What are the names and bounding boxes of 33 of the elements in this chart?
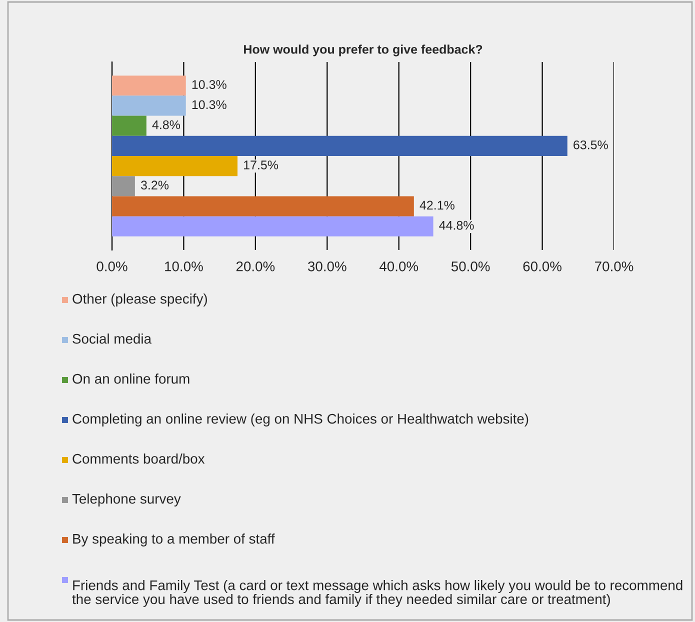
data-label: 17.5% (244, 160, 278, 170)
x-tick-label: 50.0% (451, 261, 490, 272)
bar (112, 136, 568, 156)
x-tick-label: 20.0% (236, 261, 275, 272)
bar (112, 96, 186, 116)
legend-label: Comments board/box (72, 454, 205, 464)
legend-label: Friends and Family Test (a card or text message which asks how likely you would be to recommend the service you have used to friends and family if they needed similar care or treatment) (72, 580, 682, 607)
bar (112, 176, 135, 196)
legend-label: By speaking to a member of staff (73, 534, 275, 546)
bar (112, 196, 414, 216)
legend-label: Social media (72, 334, 152, 344)
legend-label: Other (please specify) (72, 294, 207, 306)
x-tick-label: 30.0% (308, 261, 346, 272)
data-label: 3.2% (140, 180, 169, 190)
legend-label: On an online forum (72, 374, 190, 384)
bar (112, 76, 186, 96)
x-tick-label: 40.0% (379, 261, 418, 272)
chart-title: How would you prefer to give feedback? (244, 44, 482, 56)
x-tick-label: 10.0% (165, 261, 203, 272)
legend-label: Completing an online review (eg on NHS Choices or Healthwatch website) (72, 414, 528, 426)
bar (112, 116, 146, 136)
x-tick-label: 60.0% (523, 261, 562, 272)
data-label: 63.5% (574, 140, 608, 150)
data-label: 10.3% (192, 100, 226, 110)
x-tick-label: 0.0% (96, 261, 128, 272)
data-label: 44.8% (439, 220, 474, 230)
data-label: 10.3% (192, 80, 226, 89)
data-label: 4.8% (152, 120, 180, 130)
data-label: 42.1% (420, 200, 454, 210)
bar (112, 156, 238, 176)
bar (112, 216, 434, 236)
legend-label: Telephone survey (72, 494, 181, 506)
x-tick-label: 70.0% (595, 261, 634, 272)
